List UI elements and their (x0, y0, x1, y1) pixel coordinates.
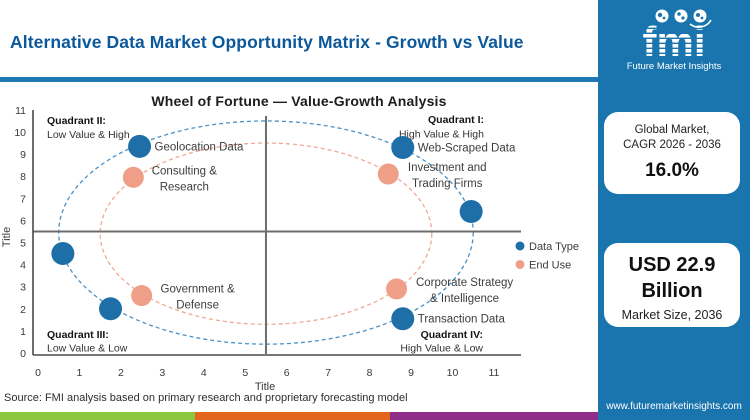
data-point (51, 242, 75, 266)
logo-wordmark: fmi (643, 18, 706, 65)
x-tick-label: 0 (35, 367, 41, 379)
y-tick-label: 1 (20, 326, 26, 338)
chart-title: Wheel of Fortune — Value-Growth Analysis (151, 93, 447, 109)
x-tick-label: 11 (488, 367, 499, 379)
y-tick-label: 3 (20, 282, 26, 294)
market-size-label: Market Size, 2036 (621, 308, 723, 322)
data-point (377, 163, 399, 185)
quadrant-name: Quadrant IV: (421, 329, 483, 341)
globe-icon (693, 9, 707, 23)
data-point (391, 307, 415, 331)
x-tick-label: 9 (408, 367, 414, 379)
point-label: Transaction Data (418, 314, 506, 326)
x-tick-label: 10 (447, 367, 459, 379)
cagr-card-line1: Global Market, (634, 124, 710, 136)
quadrant-desc: High Value & High (399, 129, 484, 141)
globe-icons (655, 9, 712, 28)
data-point (131, 285, 153, 307)
y-tick-label: 10 (14, 127, 26, 139)
x-tick-label: 8 (367, 367, 373, 379)
y-tick-label: 5 (20, 238, 26, 250)
point-label: Trading Firms (412, 178, 483, 190)
stripe-green-segment (0, 412, 195, 420)
point-label: Geolocation Data (155, 141, 244, 153)
x-axis-label: Title (255, 381, 275, 393)
y-tick-label: 11 (15, 105, 26, 117)
stripe-orange-segment (195, 412, 390, 420)
quadrant-desc: High Value & Low (400, 343, 483, 355)
y-tick-label: 6 (20, 215, 26, 227)
y-tick-label: 8 (20, 171, 26, 183)
cagr-value: 16.0% (645, 160, 699, 181)
legend-swatch (515, 241, 525, 251)
x-tick-label: 7 (325, 367, 331, 379)
point-label: Research (160, 181, 209, 193)
point-label: Government & (161, 284, 235, 296)
data-point (386, 278, 408, 300)
y-axis-label: Title (1, 227, 13, 247)
legend-label: End Use (529, 260, 571, 272)
y-tick-label: 2 (20, 304, 26, 316)
globe-icon (655, 9, 669, 23)
point-label: & Intelligence (430, 293, 499, 305)
swoosh-arc (689, 19, 712, 28)
y-tick-label: 0 (20, 348, 26, 360)
header-divider (0, 77, 598, 82)
market-size-card: USD 22.9 Billion Market Size, 2036 (604, 243, 740, 327)
stripe-purple-segment (390, 412, 598, 420)
y-tick-label: 7 (20, 193, 26, 205)
data-point (99, 297, 123, 321)
quadrant-name: Quadrant I: (428, 114, 484, 126)
scatter-plot: 0 1 2 3 4 5 6 7 8 9 10 11 0 1 2 3 4 5 6 7 8 9 10 11 Title Title Qu… (1, 105, 579, 393)
x-tick-label: 1 (77, 367, 83, 379)
website-url: www.futuremarketinsights.com (606, 401, 742, 412)
x-tick-label: 6 (284, 367, 290, 379)
cagr-card: Global Market, CAGR 2026 - 2036 16.0% (604, 112, 740, 194)
right-panel: fmi Future Market Insights Global Market… (598, 0, 750, 420)
point-label: Corporate Strategy (416, 277, 513, 289)
market-size-value-line2: Billion (641, 280, 703, 302)
cagr-card-line2: CAGR 2026 - 2036 (623, 139, 721, 151)
x-tick-label: 5 (242, 367, 248, 379)
point-label: Consulting & (152, 165, 218, 177)
point-label: Defense (176, 300, 219, 312)
data-point (391, 135, 415, 159)
page-title: Alternative Data Market Opportunity Matr… (10, 32, 524, 52)
data-point (459, 200, 483, 224)
source-note: Source: FMI analysis based on primary re… (4, 392, 408, 404)
footer-stripe (0, 412, 598, 420)
x-tick-label: 3 (159, 367, 165, 379)
point-label: Investment and (408, 162, 487, 174)
point-label: Web-Scraped Data (418, 142, 516, 154)
logo-tagline: Future Market Insights (627, 61, 722, 72)
y-tick-label: 9 (20, 149, 26, 161)
quadrant-name: Quadrant III: (47, 329, 109, 341)
legend-label: Data Type (529, 241, 579, 253)
fmi-logo: fmi Future Market Insights (627, 9, 722, 72)
quadrant-desc: Low Value & High (47, 129, 130, 141)
data-point (122, 166, 144, 188)
market-size-value-line1: USD 22.9 (628, 254, 716, 276)
legend-swatch (515, 260, 525, 269)
quadrant-name: Quadrant II: (47, 115, 106, 127)
data-point (128, 134, 152, 158)
x-tick-label: 2 (118, 367, 124, 379)
header: Alternative Data Market Opportunity Matr… (0, 0, 598, 82)
quadrant-desc: Low Value & Low (47, 343, 128, 355)
x-tick-label: 4 (201, 367, 207, 379)
y-tick-label: 4 (20, 260, 26, 272)
